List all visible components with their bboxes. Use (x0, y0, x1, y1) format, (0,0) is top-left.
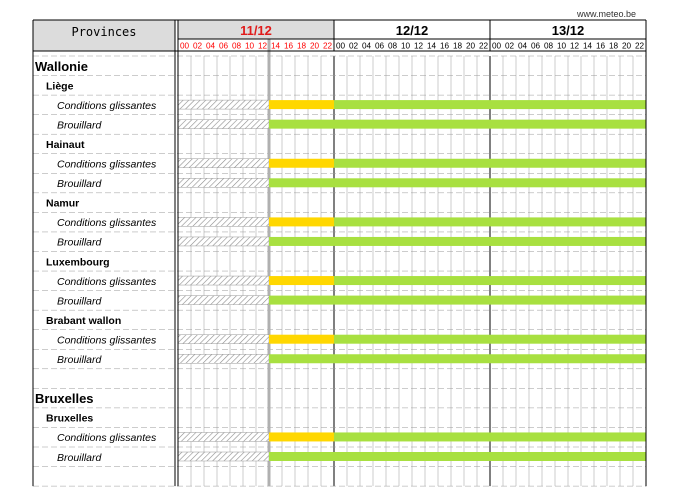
bars-layer (177, 99, 646, 462)
hour-tick-label: 12 (414, 42, 424, 51)
header-title: Provinces (71, 25, 136, 39)
header-background (33, 20, 175, 51)
hour-tick-label: 08 (232, 42, 242, 51)
phenomenon-label: Brouillard (57, 452, 103, 464)
hour-tick-label: 04 (362, 42, 372, 51)
past-period-hatch (177, 275, 270, 286)
hour-tick-label: 02 (349, 42, 359, 51)
past-period-hatch (177, 178, 270, 188)
green-warning-bar (334, 217, 646, 227)
hour-tick-label: 18 (297, 42, 307, 51)
hour-tick-label: 10 (557, 42, 567, 51)
past-period-hatch (177, 354, 270, 364)
day-label: 12/12 (396, 23, 429, 38)
hour-tick-label: 12 (570, 42, 580, 51)
yellow-warning-bar (269, 100, 334, 110)
hour-tick-label: 18 (453, 42, 463, 51)
hour-tick-label: 14 (427, 42, 437, 51)
hour-tick-label: 14 (583, 42, 593, 51)
past-period-hatch (177, 119, 270, 129)
hour-tick-label: 06 (375, 42, 385, 51)
current-day-highlight (178, 20, 334, 39)
region-label: Bruxelles (35, 391, 94, 406)
hour-tick-label: 02 (193, 42, 203, 51)
source-credit[interactable]: www.meteo.be (576, 9, 636, 19)
phenomenon-label: Conditions glissantes (57, 217, 157, 229)
phenomenon-label: Brouillard (57, 178, 103, 190)
yellow-warning-bar (269, 276, 334, 286)
green-warning-bar (334, 276, 646, 286)
hour-tick-label: 10 (401, 42, 411, 51)
hour-tick-label: 16 (440, 42, 450, 51)
green-warning-bar (269, 236, 646, 246)
past-period-hatch (177, 432, 270, 442)
phenomenon-label: Conditions glissantes (57, 432, 157, 444)
phenomenon-label: Conditions glissantes (57, 159, 157, 171)
phenomenon-label: Conditions glissantes (57, 276, 157, 288)
yellow-warning-bar (269, 217, 334, 227)
past-period-hatch (177, 217, 270, 227)
past-period-hatch (177, 334, 270, 344)
hour-tick-label: 20 (310, 42, 320, 51)
province-label: Hainaut (46, 139, 85, 151)
day-label: 13/12 (552, 23, 585, 38)
green-warning-bar (334, 334, 646, 344)
province-label: Namur (46, 198, 79, 210)
hour-tick-label: 04 (206, 42, 216, 51)
hour-tick-label: 08 (544, 42, 554, 51)
phenomenon-label: Brouillard (57, 237, 103, 249)
green-warning-bar (269, 178, 646, 188)
hour-tick-label: 18 (609, 42, 619, 51)
current-time-marker (267, 39, 271, 487)
hour-tick-label: 02 (505, 42, 515, 51)
yellow-warning-bar (269, 334, 334, 344)
province-label: Brabant wallon (46, 315, 121, 327)
phenomenon-label: Brouillard (57, 295, 103, 307)
green-warning-bar (269, 119, 646, 129)
green-warning-bar (334, 158, 646, 168)
hour-tick-label: 08 (388, 42, 398, 51)
yellow-warning-bar (269, 158, 334, 168)
yellow-warning-bar (269, 432, 334, 442)
green-warning-bar (334, 100, 646, 110)
region-label: Wallonie (35, 59, 88, 74)
past-period-hatch (177, 295, 270, 305)
past-period-hatch (177, 158, 270, 168)
green-warning-bar (269, 295, 646, 305)
day-label: 11/12 (240, 23, 272, 38)
hour-tick-label: 22 (323, 42, 333, 51)
province-label: Luxembourg (46, 256, 110, 268)
hour-tick-label: 10 (245, 42, 255, 51)
province-label: Liège (46, 80, 74, 92)
phenomenon-label: Conditions glissantes (57, 100, 157, 112)
hour-tick-label: 00 (336, 42, 346, 51)
past-period-hatch (177, 451, 270, 462)
hour-tick-label: 06 (219, 42, 229, 51)
green-warning-bar (334, 432, 646, 442)
hour-tick-label: 22 (479, 42, 489, 51)
hour-tick-label: 12 (258, 42, 268, 51)
province-label: Bruxelles (46, 413, 93, 425)
hour-tick-label: 00 (180, 42, 190, 51)
hour-tick-label: 20 (622, 42, 632, 51)
phenomenon-label: Brouillard (57, 119, 103, 131)
past-period-hatch (177, 236, 270, 247)
hour-tick-label: 16 (596, 42, 606, 51)
row-labels-layer: Wallonie Liège Conditions glissantes Brouil… (35, 59, 157, 464)
hour-tick-label: 14 (271, 42, 281, 51)
phenomenon-label: Conditions glissantes (57, 334, 157, 346)
hour-tick-label: 00 (492, 42, 502, 51)
phenomenon-label: Brouillard (57, 354, 103, 366)
hour-tick-label: 20 (466, 42, 476, 51)
hour-tick-label: 22 (635, 42, 645, 51)
past-period-hatch (177, 99, 270, 110)
green-warning-bar (269, 354, 646, 364)
hour-tick-label: 04 (518, 42, 528, 51)
hour-tick-label: 06 (531, 42, 541, 51)
green-warning-bar (269, 452, 646, 461)
hour-tick-label: 16 (284, 42, 294, 51)
